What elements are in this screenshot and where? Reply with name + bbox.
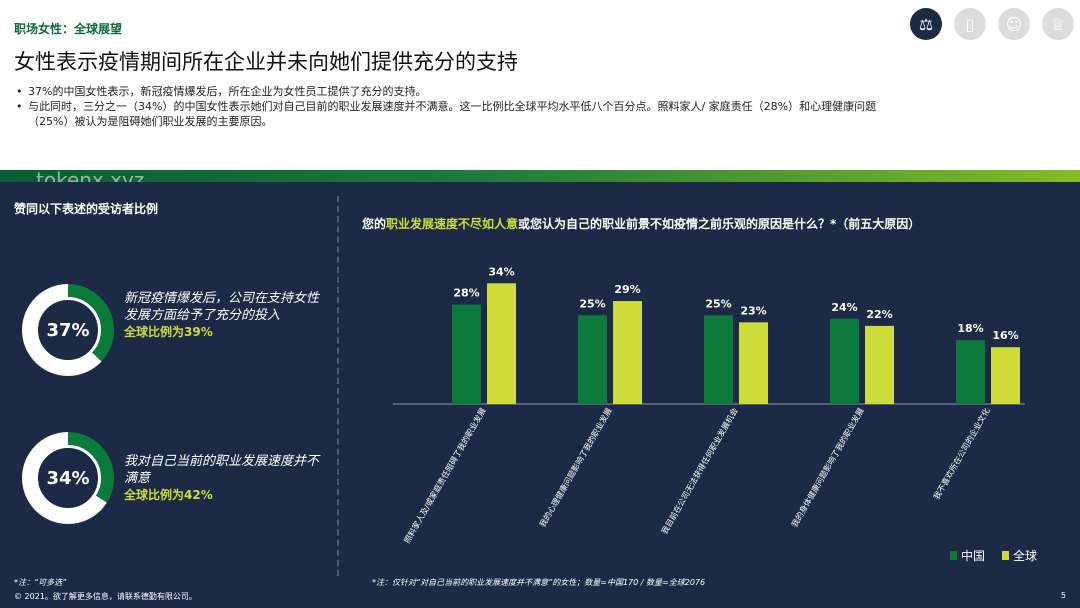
bar-china bbox=[704, 315, 733, 404]
category-label: 我的身体健康问题影响了我的职业发展 bbox=[789, 406, 866, 529]
bar-china bbox=[452, 304, 481, 404]
legend-swatch-china bbox=[950, 551, 957, 560]
panel-divider bbox=[337, 196, 339, 576]
book-icon[interactable]: ▯ bbox=[954, 8, 986, 40]
page-title: 女性表示疫情期间所在企业并未向她们提供充分的支持 bbox=[14, 50, 518, 74]
bar-global bbox=[991, 347, 1020, 404]
bar-china bbox=[578, 315, 607, 404]
slide-header: 职场女性：全球展望 女性表示疫情期间所在企业并未向她们提供充分的支持 37%的中… bbox=[0, 0, 1080, 176]
left-panel-title: 赞同以下表述的受访者比例 bbox=[14, 202, 159, 216]
bullet-item: 与此同时，三分之一（34%）的中国女性表示她们对自己目前的职业发展速度并不满意。… bbox=[14, 99, 1064, 114]
legend-label: 中国 bbox=[961, 548, 985, 563]
donut-value: 34% bbox=[35, 445, 101, 511]
bullet-item-continued: （25%）被认为是阻碍她们职业发展的主要原因。 bbox=[28, 115, 273, 128]
legend-swatch-global bbox=[1002, 551, 1009, 560]
bar-global bbox=[739, 322, 768, 404]
copyright: © 2021。欲了解更多信息，请联系德勤有限公司。 bbox=[14, 592, 197, 601]
bar-global bbox=[865, 325, 894, 404]
stat-description: 我对自己当前的职业发展速度并不满意 全球比例为42% bbox=[124, 453, 324, 504]
voice-icon[interactable]: ☺ bbox=[998, 8, 1030, 40]
chart-footnote: *注：仅针对“对自己当前的职业发展速度并不满意”的女性；数量=中国170 / 数… bbox=[372, 578, 706, 587]
donut-chart-support: 37% bbox=[22, 284, 114, 376]
stat-text: 新冠疫情爆发后，公司在支持女性发展方面给予了充分的投入 bbox=[124, 291, 320, 323]
bar-value-label: 16% bbox=[992, 329, 1018, 342]
bar-china bbox=[956, 340, 985, 404]
category-label: 我不喜欢所在公司的企业文化 bbox=[931, 406, 992, 501]
bar-global bbox=[487, 283, 516, 404]
bar-china bbox=[830, 318, 859, 404]
legend-label: 全球 bbox=[1013, 548, 1037, 563]
bullet-item: 37%的中国女性表示，新冠疫情爆发后，所在企业为女性员工提供了充分的支持。 bbox=[14, 84, 1064, 99]
bar-chart: 28% 34% 照料家人及/或家庭责任阻碍了我的职业发展 25% 29% 我的心理健康问题… bbox=[393, 265, 1037, 563]
section-label: 职场女性：全球展望 bbox=[14, 22, 123, 36]
donut-value: 37% bbox=[35, 297, 101, 363]
category-label: 我的心理健康问题影响了我的职业发展 bbox=[537, 406, 614, 529]
bar-value-label: 24% bbox=[831, 301, 857, 314]
content-panel bbox=[0, 182, 1080, 608]
category-label: 照料家人及/或家庭责任阻碍了我的职业发展 bbox=[402, 406, 488, 545]
bar-value-label: 18% bbox=[957, 322, 983, 335]
bar-global bbox=[613, 301, 642, 404]
scale-icon[interactable]: ⚖ bbox=[910, 8, 942, 40]
bar-value-label: 28% bbox=[453, 287, 479, 300]
bar-value-label: 23% bbox=[740, 304, 766, 317]
bar-value-label: 25% bbox=[579, 297, 605, 310]
chart-title-highlight: 职业发展速度不尽如人意 bbox=[386, 217, 519, 231]
bullet-list: 37%的中国女性表示，新冠疫情爆发后，所在企业为女性员工提供了充分的支持。 与此… bbox=[14, 84, 1064, 129]
donut-chart-satisfaction: 34% bbox=[22, 432, 114, 524]
accent-stripe bbox=[0, 170, 1080, 182]
category-label: 我目前在公司无法获得任何职业发展机会 bbox=[659, 406, 740, 536]
left-footnote: *注：“可多选” bbox=[14, 578, 67, 587]
bar-value-label: 22% bbox=[866, 308, 892, 321]
nav-icons: ⚖ ▯ ☺ ♕ bbox=[910, 8, 1074, 40]
page-number: 5 bbox=[1060, 591, 1066, 600]
trophy-icon[interactable]: ♕ bbox=[1042, 8, 1074, 40]
stat-global-value: 全球比例为42% bbox=[124, 488, 213, 502]
bar-value-label: 25% bbox=[705, 297, 731, 310]
stat-description: 新冠疫情爆发后，公司在支持女性发展方面给予了充分的投入 全球比例为39% bbox=[124, 290, 324, 341]
stat-global-value: 全球比例为39% bbox=[124, 325, 213, 339]
stat-text: 我对自己当前的职业发展速度并不满意 bbox=[124, 454, 320, 486]
chart-title: 您的职业发展速度不尽如人意或您认为自己的职业前景不如疫情之前乐观的原因是什么？*… bbox=[362, 217, 921, 231]
bar-value-label: 29% bbox=[614, 283, 640, 296]
bar-value-label: 34% bbox=[488, 265, 514, 278]
